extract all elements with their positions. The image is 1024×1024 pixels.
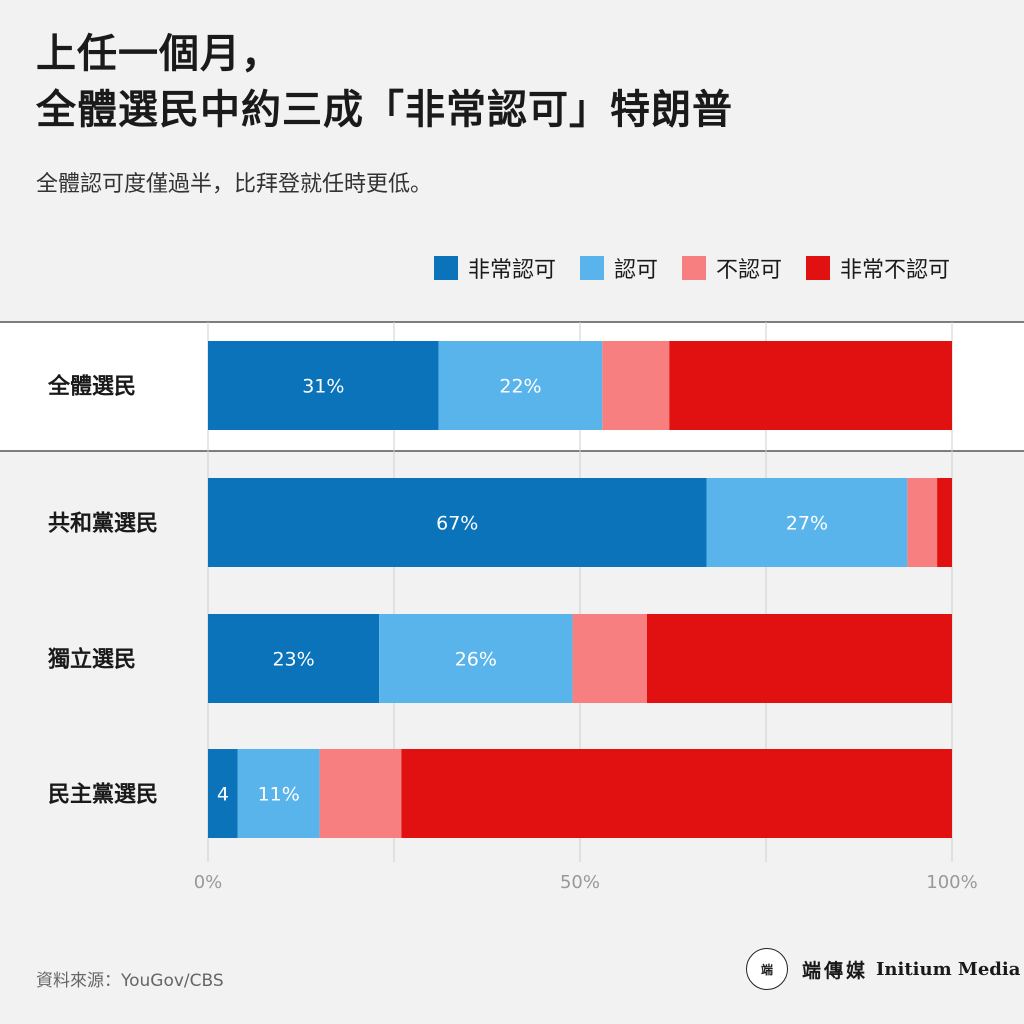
data-label: 26%: [455, 649, 497, 671]
legend-label: 非常認可: [467, 258, 556, 283]
brand-name-cn: 端傳媒: [802, 959, 869, 982]
bar-segment: [208, 749, 238, 838]
legend-label: 認可: [613, 258, 658, 283]
category-label: 民主黨選民: [48, 783, 158, 808]
category-label: 全體選民: [47, 374, 136, 400]
brand-logo-icon: 端: [746, 948, 788, 990]
data-label: 4: [217, 784, 229, 806]
data-label: 67%: [436, 513, 478, 535]
bar-segment: [669, 341, 952, 430]
legend-item-approve: 認可: [579, 252, 658, 284]
data-label: 22%: [499, 376, 541, 398]
data-label: 23%: [272, 649, 314, 671]
data-label: 11%: [258, 784, 300, 806]
category-label: 獨立選民: [47, 647, 136, 673]
brand: 端 端傳媒 Initium Media: [746, 948, 1020, 990]
source-note: 資料來源：YouGov/CBS: [36, 971, 224, 991]
bar-segment: [706, 478, 908, 567]
brand-name-en: Initium Media: [876, 958, 1021, 980]
bar-segment: [379, 614, 573, 703]
chart-subtitle: 全體認可度僅過半，比拜登就任時更低。: [36, 172, 433, 197]
bar-segment: [237, 749, 320, 838]
bar-segment: [401, 749, 952, 838]
data-label: 27%: [786, 513, 828, 535]
legend: 非常認可 認可 不認可 非常不認可: [433, 252, 950, 284]
title-line-2: 全體選民中約三成「非常認可」特朗普: [36, 87, 733, 133]
bar-segment: [208, 341, 439, 430]
x-tick-label: 100%: [926, 872, 977, 893]
legend-label: 不認可: [715, 258, 782, 283]
bar-segment: [937, 478, 952, 567]
bar-segment: [646, 614, 952, 703]
x-tick-label: 0%: [194, 872, 223, 893]
x-tick-label: 50%: [560, 872, 600, 893]
legend-item-very-approve: 非常認可: [433, 252, 556, 284]
legend-swatch: [433, 256, 458, 280]
legend-swatch: [579, 256, 604, 280]
legend-swatch: [805, 256, 830, 280]
bar-segment: [208, 614, 380, 703]
category-label: 共和黨選民: [48, 512, 158, 537]
bar-segment: [319, 749, 402, 838]
legend-swatch: [681, 256, 706, 280]
legend-item-disapprove: 不認可: [681, 252, 782, 284]
legend-item-very-disapprove: 非常不認可: [805, 252, 950, 284]
title-line-1: 上任一個月，: [36, 31, 282, 77]
bar-segment: [572, 614, 647, 703]
chart-title: 上任一個月， 全體選民中約三成「非常認可」特朗普: [36, 26, 733, 138]
data-label: 31%: [302, 376, 344, 398]
bar-segment: [438, 341, 603, 430]
bar-segment: [208, 478, 707, 567]
legend-label: 非常不認可: [839, 258, 950, 283]
bar-segment: [907, 478, 938, 567]
bar-segment: [602, 341, 670, 430]
